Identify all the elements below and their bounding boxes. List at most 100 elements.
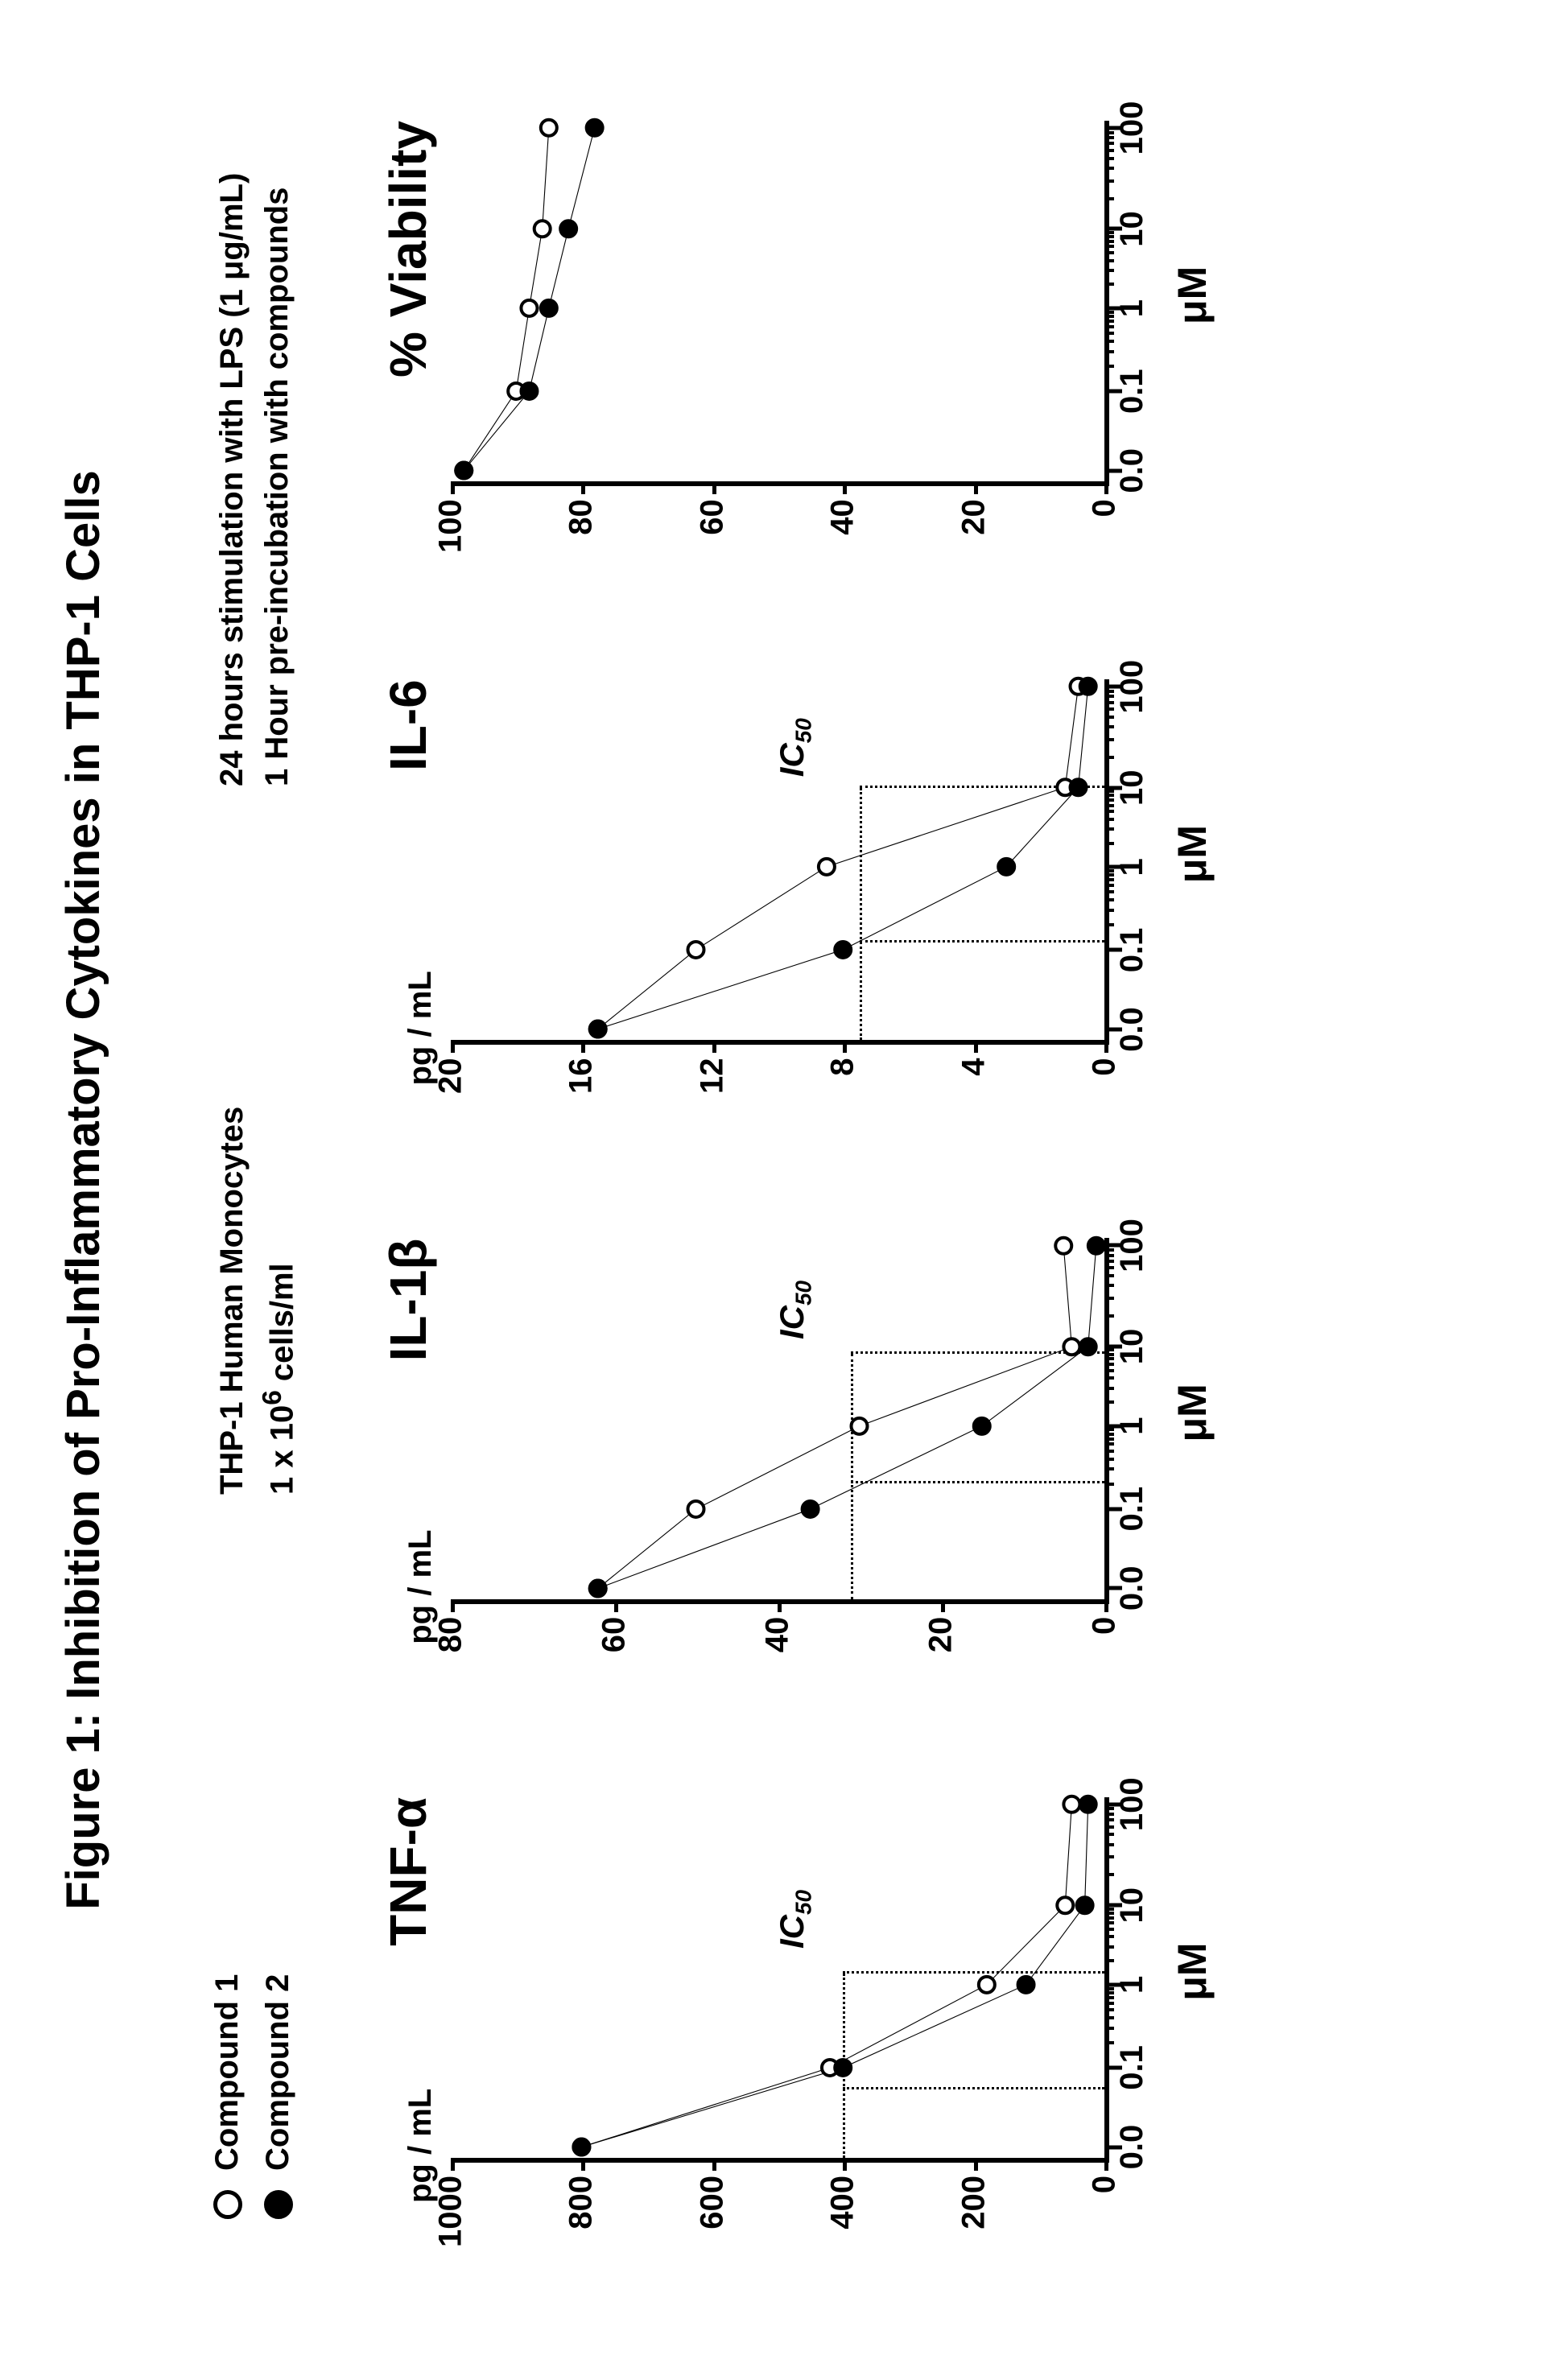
x-minor-tick — [1104, 1363, 1114, 1366]
x-minor-tick — [1104, 1442, 1114, 1446]
y-tick-label: 8 — [825, 1041, 861, 1076]
x-minor-tick — [1104, 259, 1114, 262]
x-minor-tick — [1104, 1297, 1114, 1300]
plot-area: 020040060080010000.00.1110100μMIC50 — [451, 1797, 1109, 2163]
x-minor-tick — [1104, 269, 1114, 272]
y-tick-label: 800 — [563, 2158, 600, 2229]
chart-il6: IL-6pg / mL0481216200.00.1110100μMIC50 — [378, 655, 1254, 1165]
x-minor-tick — [1104, 1468, 1114, 1471]
x-minor-tick — [1104, 142, 1114, 145]
x-minor-tick — [1104, 890, 1114, 893]
x-minor-tick — [1104, 1921, 1114, 1924]
marker-layer — [451, 679, 1104, 1040]
x-minor-tick — [1104, 1912, 1114, 1915]
y-tick-label: 60 — [596, 1599, 633, 1653]
x-minor-tick — [1104, 1353, 1114, 1356]
subtitle-line: THP-1 Human Monocytes — [209, 1107, 254, 1495]
subtitle-right: 24 hours stimulation with LPS (1 μg/mL) … — [209, 173, 299, 786]
data-marker — [541, 120, 557, 136]
x-minor-tick — [1104, 1843, 1114, 1846]
x-minor-tick — [1104, 1813, 1114, 1816]
x-minor-tick — [1104, 790, 1114, 793]
x-minor-tick — [1104, 909, 1114, 912]
x-minor-tick — [1104, 2016, 1114, 2019]
data-marker — [521, 383, 537, 399]
x-minor-tick — [1104, 325, 1114, 328]
x-minor-tick — [1104, 2002, 1114, 2005]
x-minor-tick — [1104, 878, 1114, 881]
x-minor-tick — [1104, 1254, 1114, 1257]
data-marker — [1088, 1237, 1104, 1253]
legend-item: Compound 2 — [260, 1974, 296, 2219]
x-minor-tick — [1104, 1825, 1114, 1829]
y-tick-label: 20 — [433, 1041, 469, 1095]
x-tick-label: 0.1 — [1114, 1487, 1150, 1532]
data-marker — [1080, 1796, 1096, 1813]
x-minor-tick — [1104, 794, 1114, 797]
x-minor-tick — [1104, 690, 1114, 693]
x-tick-label: 0.0 — [1114, 1566, 1150, 1611]
x-minor-tick — [1104, 1314, 1114, 1318]
x-minor-tick — [1104, 136, 1114, 139]
data-marker — [534, 221, 551, 237]
x-minor-tick — [1104, 231, 1114, 234]
x-axis-title: μM — [1169, 1384, 1215, 1442]
x-minor-tick — [1104, 1908, 1114, 1911]
data-marker — [1018, 1977, 1034, 1993]
x-tick-label: 0.0 — [1114, 1007, 1150, 1052]
chart-viability: % Viability0204060801000.00.1110100μM — [378, 97, 1254, 607]
x-minor-tick — [1104, 350, 1114, 353]
data-marker — [541, 300, 557, 316]
x-minor-tick — [1104, 365, 1114, 368]
x-tick-label: 10 — [1114, 211, 1150, 247]
chart-tnfa: TNF-αpg / mL020040060080010000.00.111010… — [378, 1773, 1254, 2283]
x-minor-tick — [1104, 311, 1114, 314]
data-marker — [1077, 1897, 1093, 1913]
x-minor-tick — [1104, 332, 1114, 335]
x-minor-tick — [1104, 1357, 1114, 1360]
x-minor-tick — [1104, 873, 1114, 877]
legend-item: Compound 1 — [209, 1974, 246, 2219]
marker-layer — [451, 1797, 1104, 2158]
x-axis-title: μM — [1169, 1943, 1215, 2001]
x-minor-tick — [1104, 798, 1114, 802]
x-tick-label: 100 — [1114, 1219, 1150, 1272]
data-marker — [819, 859, 835, 875]
x-tick-label: 0.1 — [1114, 928, 1150, 973]
y-tick-label: 40 — [825, 481, 861, 535]
x-minor-tick — [1104, 701, 1114, 704]
x-minor-tick — [1104, 1833, 1114, 1837]
data-marker — [560, 221, 576, 237]
plot-area: 0481216200.00.1110100μMIC50 — [451, 679, 1109, 1045]
subtitle-line: 24 hours stimulation with LPS (1 μg/mL) — [209, 173, 254, 786]
subtitle-line: 1 x 106 cells/ml — [254, 1107, 304, 1495]
chart-il1b: IL-1βpg / mL0204060800.00.1110100μMIC50 — [378, 1215, 1254, 1725]
x-minor-tick — [1104, 1433, 1114, 1436]
y-tick-label: 200 — [955, 2158, 992, 2229]
x-minor-tick — [1104, 1437, 1114, 1441]
x-minor-tick — [1104, 1818, 1114, 1821]
chart-title: TNF-α — [378, 1797, 438, 1946]
y-tick-label: 40 — [760, 1599, 796, 1653]
y-tick-label: 60 — [694, 481, 730, 535]
x-minor-tick — [1104, 1248, 1114, 1252]
legend-marker-open-circle — [213, 2190, 242, 2219]
x-tick-label: 100 — [1114, 660, 1150, 714]
x-minor-tick — [1104, 1387, 1114, 1390]
data-marker — [1080, 679, 1096, 695]
data-marker — [1063, 1796, 1079, 1813]
data-marker — [587, 120, 603, 136]
x-tick-label: 100 — [1114, 101, 1150, 155]
x-minor-tick — [1104, 756, 1114, 759]
x-minor-tick — [1104, 157, 1114, 160]
chart-title: % Viability — [378, 121, 438, 377]
x-minor-tick — [1104, 884, 1114, 887]
x-minor-tick — [1104, 707, 1114, 711]
x-minor-tick — [1104, 1369, 1114, 1372]
x-minor-tick — [1104, 1916, 1114, 1920]
x-minor-tick — [1104, 1935, 1114, 1938]
data-marker — [852, 1418, 868, 1434]
chart-title: IL-6 — [378, 679, 438, 771]
x-minor-tick — [1104, 923, 1114, 926]
data-marker — [835, 2060, 851, 2076]
